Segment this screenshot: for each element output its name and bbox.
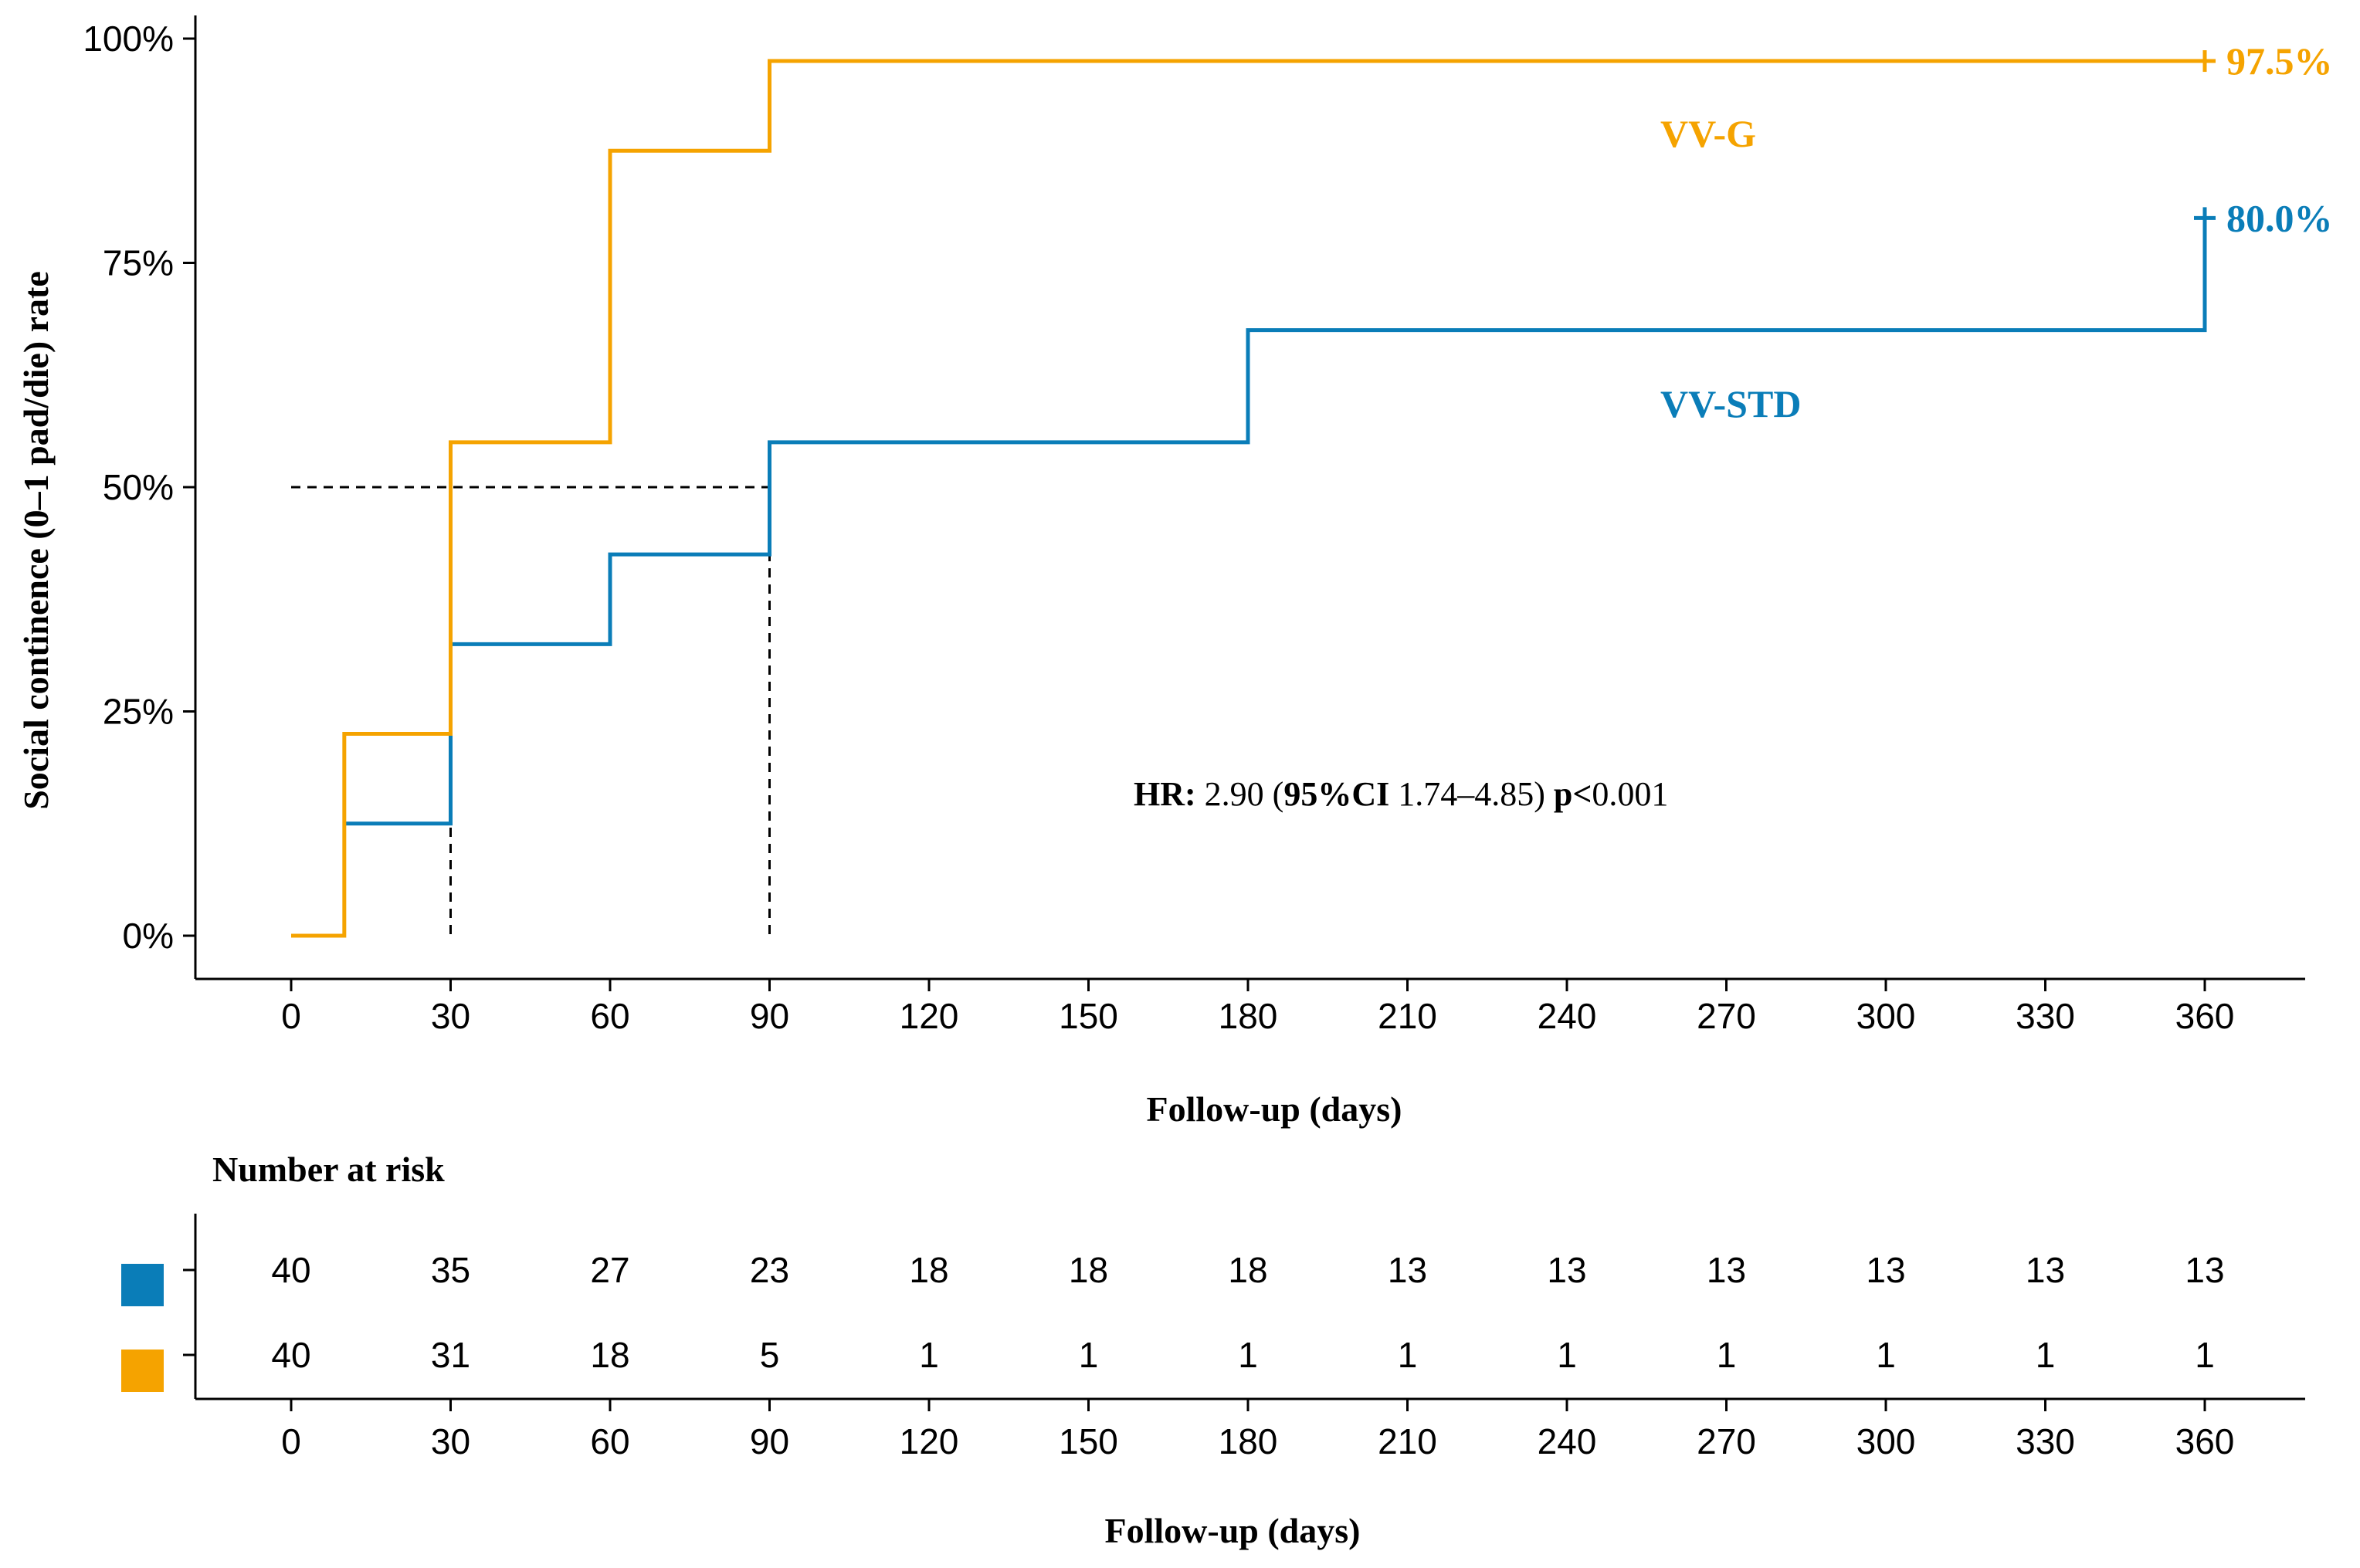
risk-value: 13 — [1547, 1250, 1586, 1290]
risk-value: 1 — [1398, 1335, 1418, 1375]
x-tick-label: 210 — [1378, 996, 1437, 1036]
risk-value: 13 — [2185, 1250, 2224, 1290]
p-label: p< — [1554, 775, 1592, 813]
risk-value: 13 — [1866, 1250, 1905, 1290]
risk-value: 1 — [919, 1335, 939, 1375]
ci-label: 95%CI — [1283, 775, 1389, 813]
end-labels: 80.0% 97.5% — [2226, 39, 2333, 239]
risk-value: 35 — [431, 1250, 470, 1290]
p-value: 0.001 — [1592, 775, 1668, 813]
risk-value: 1 — [1717, 1335, 1737, 1375]
risk-legend-vvstd-swatch — [121, 1264, 164, 1306]
risk-value: 1 — [2195, 1335, 2215, 1375]
risk-value: 1 — [2036, 1335, 2056, 1375]
series-label-vvstd: VV-STD — [1660, 382, 1801, 425]
risk-table: Number at risk 40 35 27 23 18 18 18 13 13 13 13 13 1… — [121, 1150, 2305, 1550]
y-tick-label: 50% — [103, 467, 174, 507]
risk-value: 1 — [1557, 1335, 1577, 1375]
risk-value: 18 — [1228, 1250, 1267, 1290]
x-tick-label: 240 — [1538, 996, 1597, 1036]
risk-x-tick-label: 240 — [1538, 1421, 1597, 1461]
x-tick-label: 330 — [2016, 996, 2075, 1036]
y-tick-label: 25% — [103, 692, 174, 732]
x-tick-label: 90 — [750, 996, 789, 1036]
risk-x-tick-label: 360 — [2175, 1421, 2235, 1461]
risk-value: 13 — [2026, 1250, 2065, 1290]
x-tick-label: 180 — [1219, 996, 1278, 1036]
ci-value: 1.74–4.85) — [1389, 775, 1554, 813]
risk-values: 40 35 27 23 18 18 18 13 13 13 13 13 13 40 31 18 5 1 1 1 1 1 1 1… — [271, 1250, 2224, 1375]
x-tick-label: 120 — [900, 996, 959, 1036]
risk-value: 5 — [760, 1335, 780, 1375]
risk-x-tick-label: 180 — [1219, 1421, 1278, 1461]
risk-value: 1 — [1876, 1335, 1896, 1375]
survival-curves — [291, 50, 2216, 938]
risk-x-ticks: 0 30 60 90 120 150 180 210 240 270 300 330 360 — [281, 1399, 2234, 1461]
median-lines — [291, 486, 771, 936]
risk-value: 18 — [590, 1335, 629, 1375]
x-tick-label: 360 — [2175, 996, 2235, 1036]
risk-x-tick-label: 30 — [431, 1421, 470, 1461]
risk-x-tick-label: 330 — [2016, 1421, 2075, 1461]
risk-x-tick-label: 270 — [1697, 1421, 1756, 1461]
risk-legend-vvg-swatch — [121, 1350, 164, 1392]
x-tick-label: 0 — [281, 996, 301, 1036]
end-label-vv-g: 97.5% — [2226, 39, 2333, 83]
hr-label: HR: — [1134, 775, 1196, 813]
y-tick-label: 100% — [83, 19, 174, 59]
hr-annotation: HR: 2.90 (95%CI 1.74–4.85) p<0.001 — [1134, 775, 1668, 813]
risk-value: 27 — [590, 1250, 629, 1290]
y-tick-label: 0% — [123, 916, 174, 956]
main-plot: 0% 25% 50% 75% 100% 0 30 60 90 120 150 180 210 240 27… — [16, 15, 2333, 1129]
risk-value: 13 — [1707, 1250, 1746, 1290]
y-tick-label: 75% — [103, 243, 174, 283]
risk-value: 13 — [1388, 1250, 1427, 1290]
x-tick-label: 30 — [431, 996, 470, 1036]
y-ticks: 0% 25% 50% 75% 100% — [83, 19, 195, 956]
curve-vv-std — [344, 218, 2207, 826]
x-tick-label: 270 — [1697, 996, 1756, 1036]
risk-value: 18 — [1069, 1250, 1108, 1290]
risk-x-axis-title: Follow-up (days) — [1105, 1511, 1361, 1550]
risk-x-tick-label: 150 — [1059, 1421, 1118, 1461]
y-axis-title: Social continence (0–1 pad/die) rate — [16, 271, 56, 810]
x-axis-title: Follow-up (days) — [1147, 1089, 1402, 1129]
risk-value: 1 — [1238, 1335, 1258, 1375]
hr-value: 2.90 ( — [1196, 775, 1284, 813]
risk-value: 40 — [271, 1335, 310, 1375]
curve-vv-g — [291, 59, 2205, 938]
risk-x-tick-label: 0 — [281, 1421, 301, 1461]
end-label-vv-std: 80.0% — [2226, 196, 2333, 239]
risk-value: 40 — [271, 1250, 310, 1290]
series-label-vvg: VV-G — [1660, 112, 1756, 155]
risk-value: 1 — [1079, 1335, 1099, 1375]
risk-table-title: Number at risk — [212, 1150, 445, 1189]
risk-x-tick-label: 90 — [750, 1421, 789, 1461]
risk-x-tick-label: 300 — [1856, 1421, 1916, 1461]
risk-x-tick-label: 120 — [900, 1421, 959, 1461]
risk-value: 31 — [431, 1335, 470, 1375]
risk-value: 23 — [750, 1250, 789, 1290]
x-tick-label: 300 — [1856, 996, 1916, 1036]
x-ticks: 0 30 60 90 120 150 180 210 240 270 300 330 360 — [281, 979, 2234, 1036]
risk-value: 18 — [909, 1250, 948, 1290]
x-tick-label: 60 — [590, 996, 629, 1036]
risk-x-tick-label: 60 — [590, 1421, 629, 1461]
risk-x-tick-label: 210 — [1378, 1421, 1437, 1461]
x-tick-label: 150 — [1059, 996, 1118, 1036]
